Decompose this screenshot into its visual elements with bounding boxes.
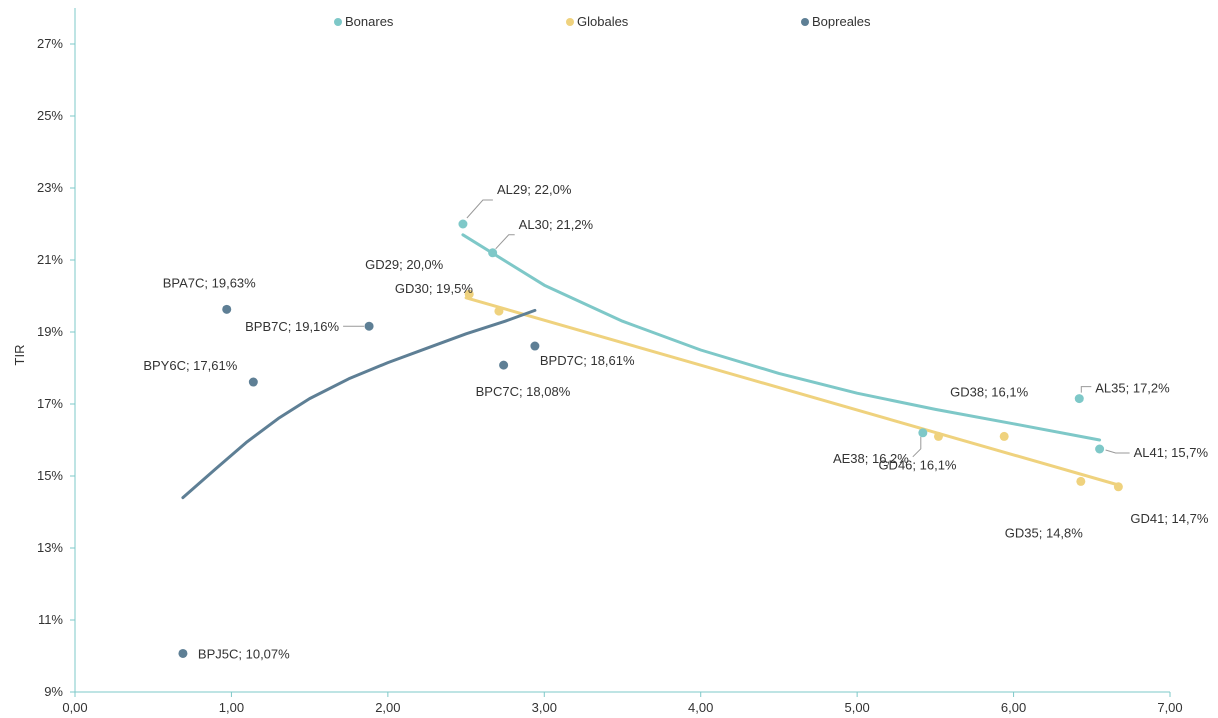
data-label-al29: AL29; 22,0%: [497, 182, 572, 197]
y-axis-title: TIR: [12, 345, 27, 366]
x-tick-label: 2,00: [375, 700, 400, 715]
trendline-globales: [464, 296, 1120, 487]
point-al29: [458, 219, 468, 229]
data-label-gd41: GD41; 14,7%: [1130, 511, 1208, 526]
data-label-al30: AL30; 21,2%: [519, 217, 594, 232]
leader-line-al41: [1105, 449, 1130, 454]
data-label-bpb7c: BPB7C; 19,16%: [245, 319, 339, 334]
y-tick-label: 25%: [37, 108, 63, 123]
data-label-bpj5c: BPJ5C; 10,07%: [198, 646, 290, 661]
legend-label-globales: Globales: [577, 14, 629, 29]
legend-marker-globales: [566, 18, 574, 26]
legend-marker-bonares: [334, 18, 342, 26]
y-tick-label: 23%: [37, 180, 63, 195]
point-gd46: [933, 431, 943, 441]
legend-label-bopreales: Bopreales: [812, 14, 871, 29]
point-bpa7c: [222, 304, 232, 314]
x-tick-label: 4,00: [688, 700, 713, 715]
point-al41: [1095, 444, 1105, 454]
y-tick-label: 27%: [37, 36, 63, 51]
x-tick-label: 7,00: [1157, 700, 1182, 715]
x-tick-label: 0,00: [62, 700, 87, 715]
point-gd35: [1076, 476, 1086, 486]
y-tick-label: 9%: [44, 684, 63, 699]
leader-lines-layer: [343, 199, 1130, 458]
data-label-gd29: GD29; 20,0%: [365, 257, 443, 272]
data-label-gd46: GD46; 16,1%: [878, 457, 956, 472]
point-gd38: [999, 431, 1009, 441]
x-tick-label: 3,00: [532, 700, 557, 715]
trendlines-layer: [181, 233, 1120, 500]
point-bpb7c: [364, 321, 374, 331]
leader-line-al35: [1080, 386, 1092, 393]
leader-line-al30: [495, 234, 515, 250]
y-tick-label: 15%: [37, 468, 63, 483]
data-label-al41: AL41; 15,7%: [1134, 445, 1209, 460]
point-bpd7c: [530, 341, 540, 351]
point-gd30: [494, 306, 504, 316]
data-label-bpa7c: BPA7C; 19,63%: [163, 275, 256, 290]
data-label-gd38: GD38; 16,1%: [950, 384, 1028, 399]
point-al30: [488, 248, 498, 258]
point-al35: [1074, 394, 1084, 404]
leader-line-ae38: [912, 436, 922, 458]
legend: Bonares Globales Bopreales: [334, 14, 871, 29]
point-bpy6c: [248, 377, 258, 387]
leader-line-al29: [466, 199, 493, 219]
data-label-bpy6c: BPY6C; 17,61%: [143, 358, 237, 373]
data-label-al35: AL35; 17,2%: [1095, 381, 1170, 396]
x-tick-label: 1,00: [219, 700, 244, 715]
point-bpj5c: [178, 648, 188, 658]
legend-marker-bopreales: [801, 18, 809, 26]
data-label-gd35: GD35; 14,8%: [1005, 525, 1083, 540]
point-labels-layer: AL29; 22,0% AL30; 21,2% AE38; 16,2% AL35; 1…: [143, 182, 1209, 661]
point-gd29: [464, 289, 474, 299]
y-tick-label: 21%: [37, 252, 63, 267]
y-tick-label: 13%: [37, 540, 63, 555]
trendline-bonares: [461, 233, 1102, 442]
y-tick-label: 19%: [37, 324, 63, 339]
point-gd41: [1113, 482, 1123, 492]
x-tick-label: 5,00: [844, 700, 869, 715]
axes-layer: 0,00 1,00 2,00 3,00 4,00 5,00 6,00 7,00 9% 11% 13%…: [37, 8, 1183, 715]
y-tick-label: 11%: [38, 612, 63, 627]
point-ae38: [918, 428, 928, 438]
y-tick-label: 17%: [37, 396, 63, 411]
data-label-gd30: GD30; 19,5%: [395, 281, 473, 296]
x-tick-label: 6,00: [1001, 700, 1026, 715]
data-label-ae38: AE38; 16,2%: [833, 451, 909, 466]
points-layer: [178, 219, 1123, 658]
data-label-bpd7c: BPD7C; 18,61%: [540, 353, 635, 368]
trendline-bopreales: [181, 308, 537, 500]
point-bpc7c: [499, 360, 509, 370]
legend-label-bonares: Bonares: [345, 14, 394, 29]
data-label-bpc7c: BPC7C; 18,08%: [476, 384, 571, 399]
